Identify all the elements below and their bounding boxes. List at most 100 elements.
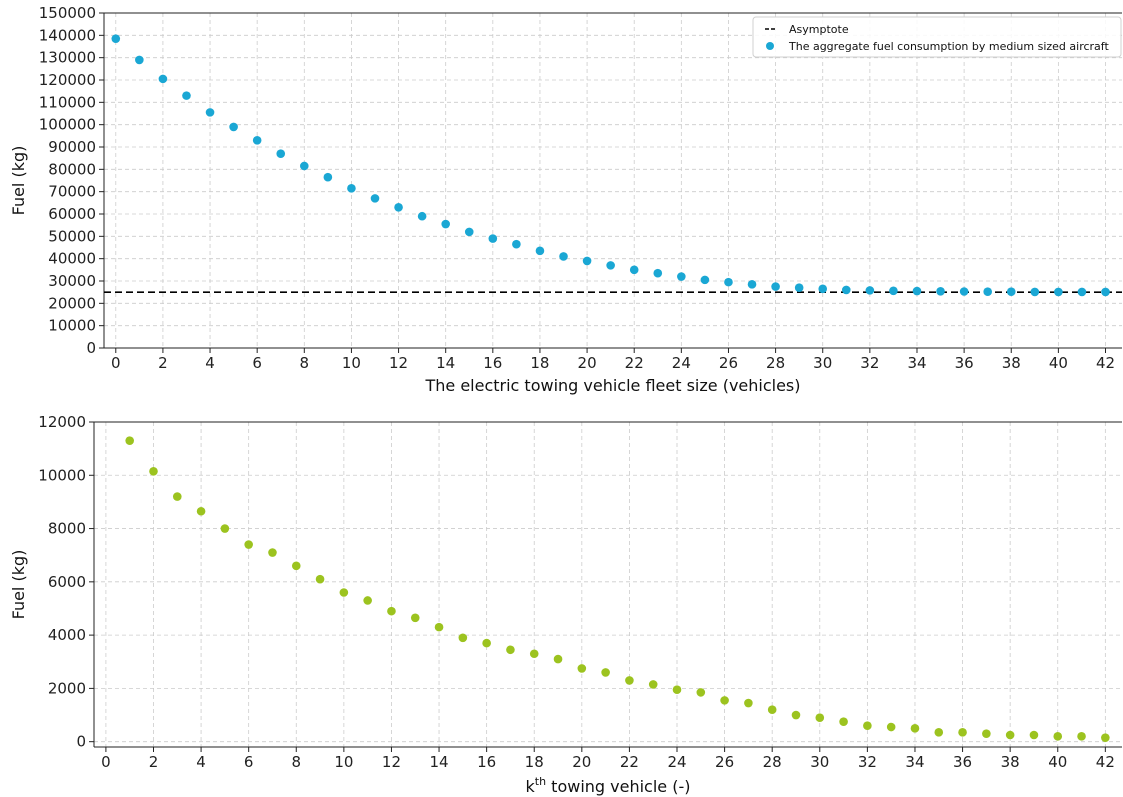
data-point: [252, 136, 262, 145]
data-point: [934, 728, 944, 737]
data-point: [441, 219, 450, 229]
data-point: [1054, 287, 1063, 297]
y-axis-label: Fuel (kg): [9, 550, 28, 620]
x-tick-label: 14: [436, 354, 455, 372]
x-tick-label: 18: [525, 753, 544, 771]
data-point: [464, 227, 474, 237]
data-point: [300, 161, 309, 171]
data-point: [648, 680, 658, 689]
y-tick-label: 10000: [38, 466, 86, 484]
x-tick-label: 24: [667, 753, 686, 771]
x-tick-label: 8: [300, 354, 310, 372]
x-axis-label: kth towing vehicle (-): [526, 775, 691, 796]
data-point: [744, 698, 753, 708]
x-tick-label: 30: [810, 753, 829, 771]
data-point: [323, 172, 333, 182]
data-point: [276, 149, 286, 158]
data-point: [767, 705, 777, 715]
data-point: [410, 613, 420, 623]
data-point: [482, 638, 491, 648]
y-tick-label: 40000: [48, 250, 96, 268]
y-tick-label: 20000: [48, 294, 96, 312]
data-point: [1029, 730, 1039, 740]
y-tick-label: 130000: [39, 49, 96, 67]
data-point: [818, 284, 828, 294]
x-tick-label: 40: [1048, 753, 1067, 771]
data-point: [506, 645, 515, 655]
x-tick-label: 2: [149, 753, 159, 771]
data-point: [889, 286, 898, 296]
data-point: [1030, 287, 1040, 297]
x-tick-label: 0: [101, 753, 111, 771]
data-point: [111, 34, 121, 43]
data-point: [339, 588, 349, 597]
data-point: [601, 668, 610, 677]
x-tick-label: 18: [530, 354, 549, 372]
data-point: [865, 286, 875, 295]
data-point: [363, 596, 372, 605]
data-point: [529, 649, 539, 659]
x-tick-label: 10: [342, 354, 361, 372]
x-tick-label: 36: [953, 753, 972, 771]
data-point: [912, 286, 922, 296]
x-tick-label: 20: [572, 753, 591, 771]
y-tick-label: 120000: [39, 71, 96, 89]
x-tick-label: 26: [715, 753, 734, 771]
x-tick-label: 34: [905, 753, 924, 771]
data-point: [387, 606, 396, 616]
y-tick-label: 4000: [48, 626, 86, 644]
x-tick-label: 12: [382, 753, 401, 771]
y-tick-label: 2000: [48, 679, 86, 697]
x-tick-label: 40: [1049, 354, 1068, 372]
data-point: [700, 275, 710, 285]
data-point: [724, 277, 733, 287]
data-point: [577, 664, 587, 673]
x-tick-label: 14: [429, 753, 448, 771]
data-point: [839, 717, 848, 726]
x-tick-label: 32: [858, 753, 877, 771]
x-tick-label: 22: [625, 354, 644, 372]
data-point: [1005, 730, 1015, 740]
data-point: [149, 466, 158, 476]
data-point: [841, 285, 851, 295]
x-tick-label: 36: [955, 354, 974, 372]
x-tick-label: 28: [766, 354, 785, 372]
data-point: [347, 184, 356, 193]
data-point: [158, 74, 168, 84]
data-point: [696, 688, 706, 697]
legend-asymptote-label: Asymptote: [789, 23, 849, 36]
x-tick-label: 20: [578, 354, 597, 372]
data-point: [553, 654, 563, 664]
data-point: [794, 283, 804, 293]
data-point: [959, 287, 969, 296]
data-point: [936, 286, 945, 296]
data-point: [629, 265, 639, 275]
data-point: [488, 234, 498, 243]
data-point: [1101, 287, 1110, 297]
data-point: [458, 633, 468, 643]
x-tick-label: 42: [1096, 354, 1115, 372]
data-point: [268, 548, 277, 557]
data-point: [229, 122, 238, 132]
x-axis-label-prefix: k: [526, 777, 536, 796]
data-point: [672, 685, 682, 695]
y-tick-label: 140000: [39, 26, 96, 44]
data-point: [220, 524, 230, 533]
data-point: [863, 721, 872, 730]
x-tick-label: 12: [389, 354, 408, 372]
data-point: [535, 246, 545, 256]
data-point: [1101, 733, 1110, 742]
x-tick-label: 16: [477, 753, 496, 771]
data-point: [815, 713, 825, 722]
y-tick-label: 110000: [39, 93, 96, 111]
y-tick-label: 0: [76, 733, 86, 751]
x-tick-label: 34: [907, 354, 926, 372]
data-point: [291, 561, 301, 571]
y-tick-label: 150000: [39, 4, 96, 22]
data-point: [910, 724, 920, 733]
x-axis-label: The electric towing vehicle fleet size (…: [424, 376, 800, 395]
data-point: [983, 287, 992, 297]
y-tick-label: 80000: [48, 160, 96, 178]
legend-series-swatch: [766, 42, 774, 50]
